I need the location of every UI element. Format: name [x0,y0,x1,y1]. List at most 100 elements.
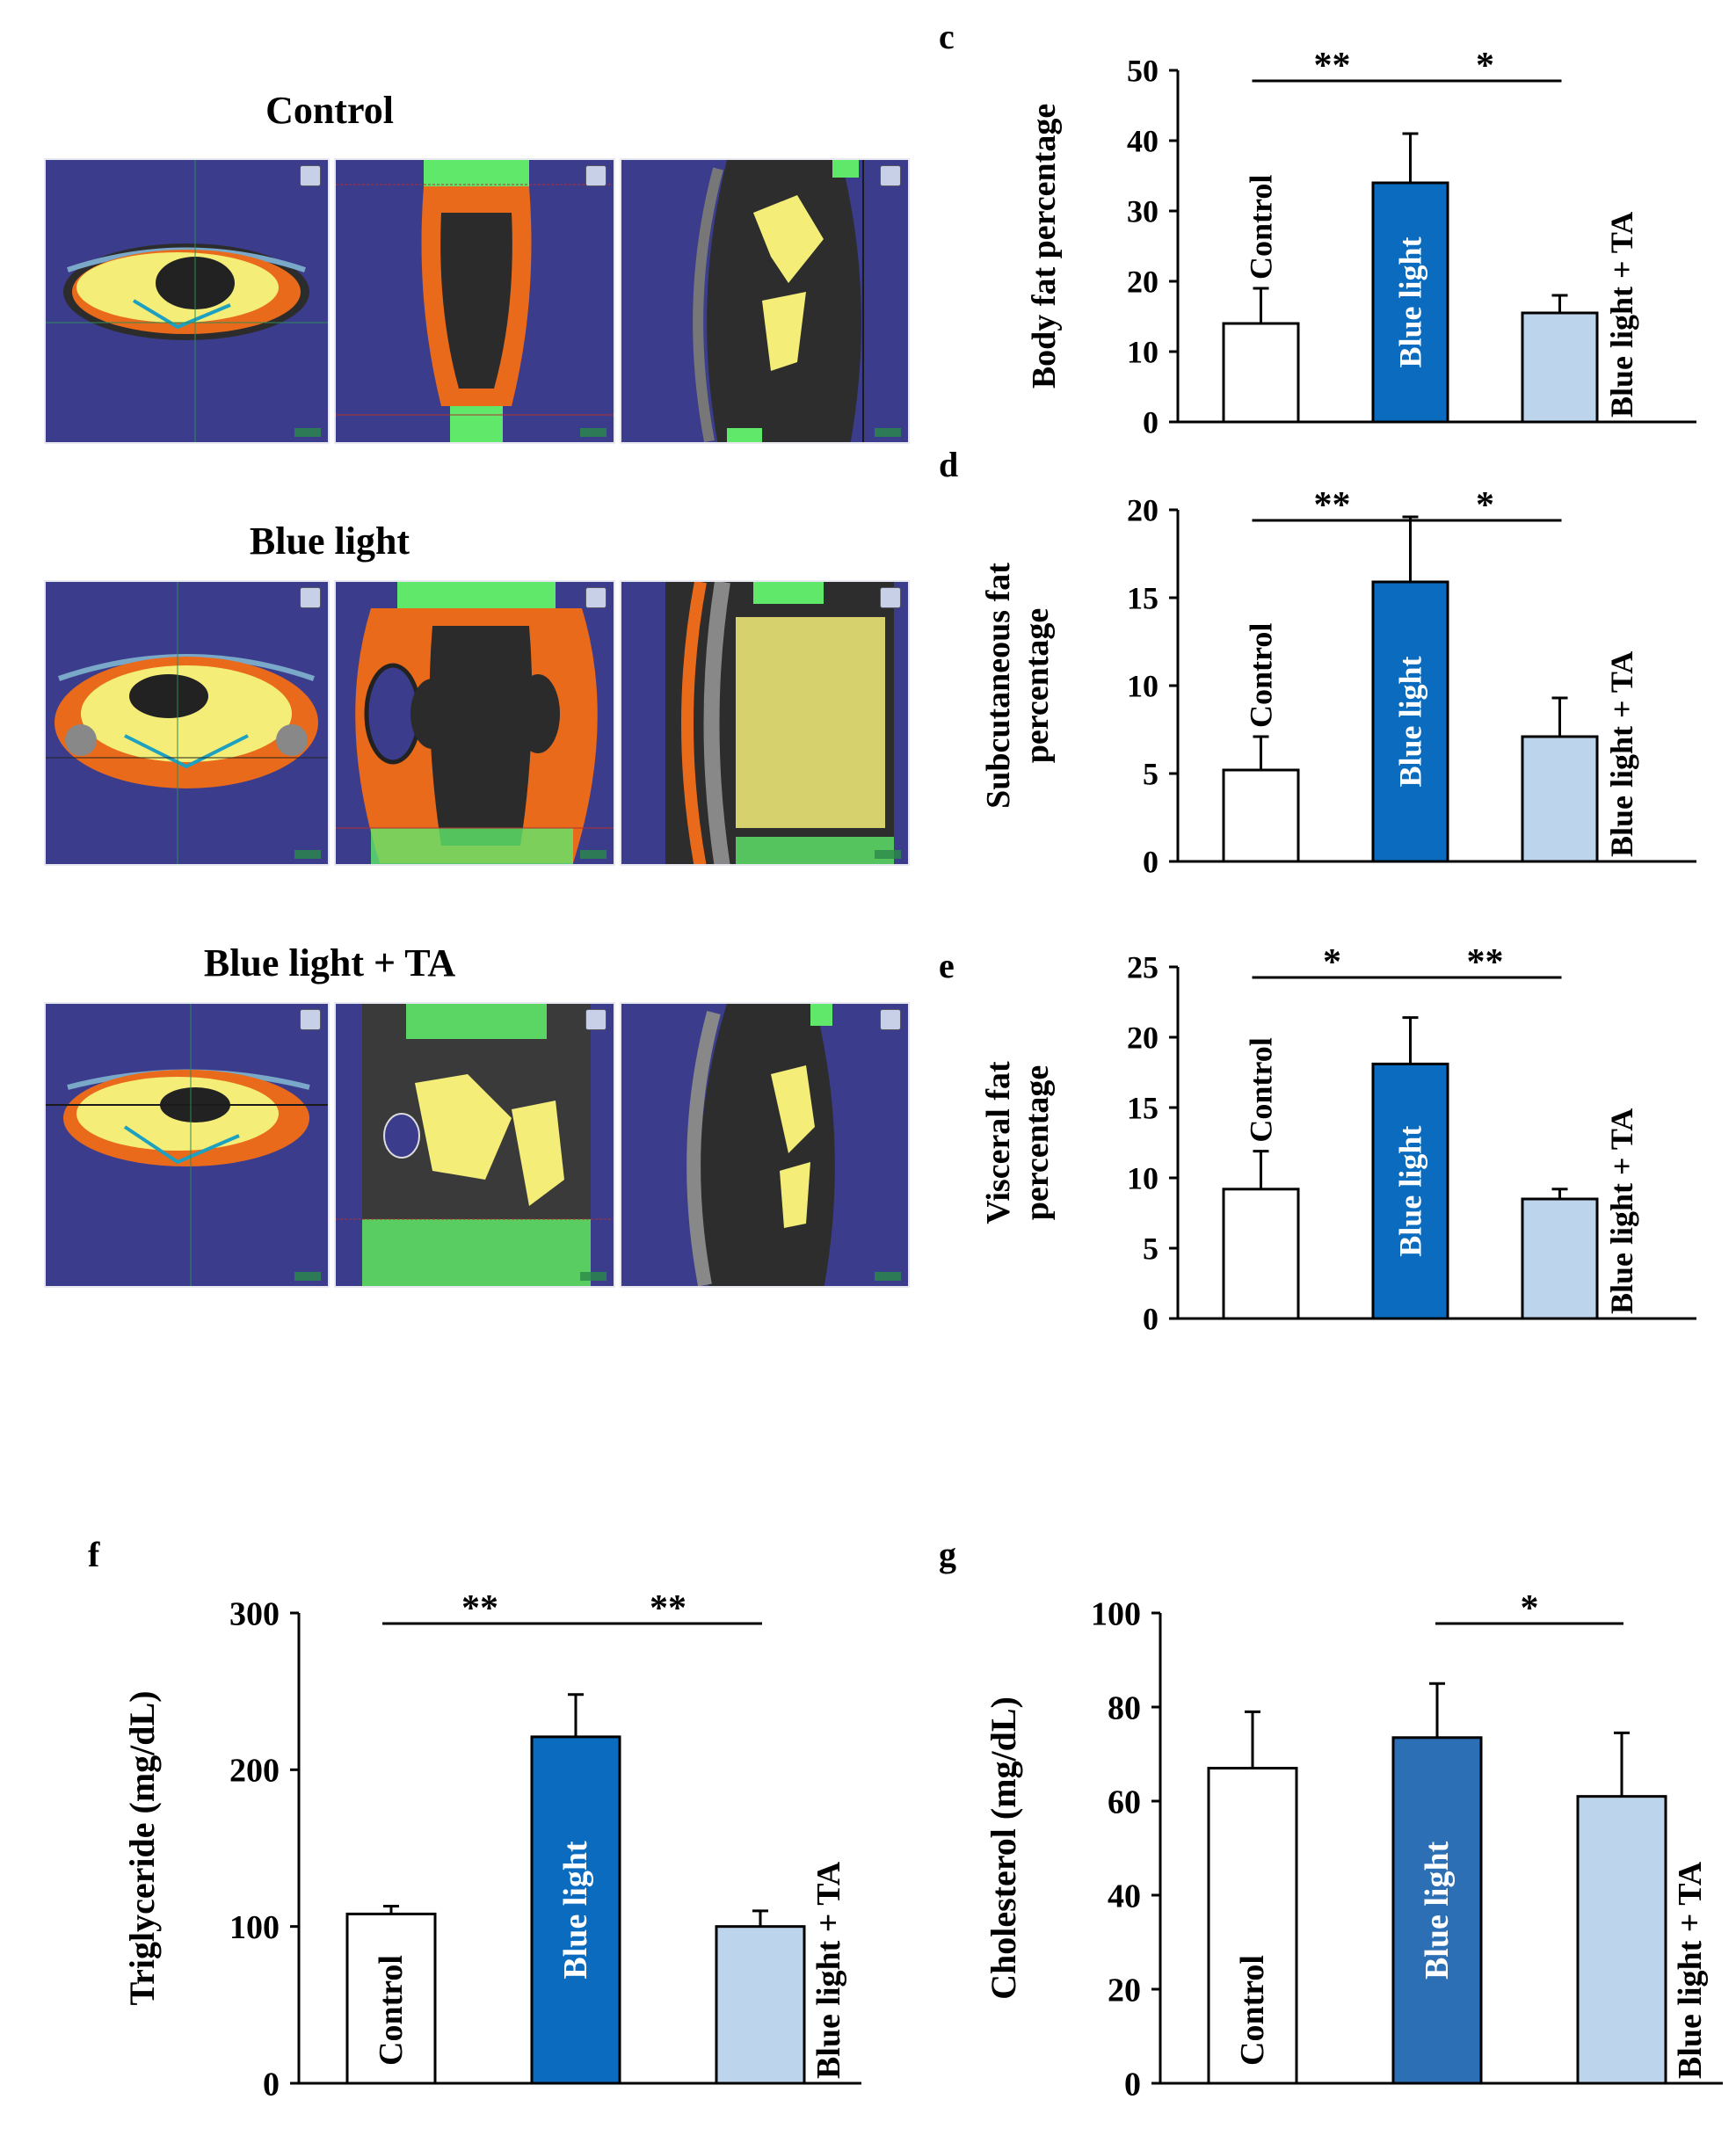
bar-control [1222,322,1300,424]
y-axis-label: Triglyceride (mg/dL) [122,1690,162,2005]
scan-coronal-blue-light [334,580,615,866]
bar-control [345,1912,437,2085]
category-label-blue-light-ta: Blue light + TA [810,1861,847,2079]
category-label-control: Control [1244,623,1279,728]
scale-label-mark [875,428,901,437]
chart-g: 0 20 40 60 80 100 Cholesterol (mg/dL) Control Bl… [984,1588,1723,2103]
significance-marker: * [1323,942,1341,983]
chart-e: 0 5 10 15 20 25 Visceral fat percentage Control B… [980,942,1696,1337]
bar-blue-light [1371,1062,1449,1320]
scale-label-mark [294,850,321,859]
y-tick-label: 40 [1127,124,1159,159]
category-label-blue-light-ta: Blue light + TA [1604,212,1639,418]
axial-slice-graphic [46,160,328,442]
chart-d: 0 5 10 15 20 Subcutaneous fat percentage Contro… [980,485,1696,880]
category-label-blue-light: Blue light [557,1841,594,1980]
y-tick-label: 15 [1127,581,1159,616]
scale-label-mark [294,1272,321,1281]
scan-title-control: Control [265,89,394,132]
scan-title-blue-light-ta: Blue light + TA [203,941,456,984]
y-tick-label: 20 [1127,265,1159,300]
y-tick-label: 0 [1143,405,1159,440]
scan-row-blue-light-ta [44,1002,910,1288]
chart-f: 0 100 200 300 Triglyceride (mg/dL) Control Blu… [122,1588,861,2103]
category-label-control: Control [1234,1955,1271,2066]
y-tick-label: 100 [1091,1595,1141,1632]
view-cube-icon [880,1009,901,1030]
panel-letter-f: f [88,1535,100,1574]
axial-slice-graphic [46,1004,328,1286]
category-label-blue-light-ta: Blue light + TA [1604,1108,1639,1314]
y-axis-label: Body fat percentage [1026,104,1063,389]
axial-slice-graphic [46,582,328,864]
bar-control [1207,1767,1298,2085]
y-axis-label: percentage [1019,608,1056,764]
category-label-blue-light: Blue light [1393,656,1428,787]
y-tick-label: 100 [229,1909,280,1946]
significance-marker: * [1476,485,1494,526]
view-cube-icon [300,1009,321,1030]
view-cube-icon [880,165,901,186]
scale-label-mark [294,428,321,437]
scan-sagittal-control [620,158,910,444]
y-tick-label: 0 [1143,845,1159,880]
y-tick-label: 0 [263,2066,280,2103]
y-tick-label: 20 [1108,1972,1141,2009]
y-tick-label: 60 [1108,1784,1141,1820]
y-tick-label: 25 [1127,950,1159,985]
scan-sagittal-blue-light-ta [620,1002,910,1288]
y-tick-label: 20 [1127,493,1159,528]
panel-letter-d: d [939,445,959,484]
sagittal-slice-graphic [693,160,864,442]
bar-control [1222,1188,1300,1320]
category-label-blue-light-ta: Blue light + TA [1672,1861,1709,2079]
y-tick-label: 10 [1127,335,1159,370]
significance-marker: ** [1314,485,1351,526]
y-tick-label: 5 [1143,757,1159,792]
scale-label-mark [875,1272,901,1281]
bar-blue-light [1371,580,1449,863]
y-tick-label: 200 [229,1753,280,1790]
view-cube-icon [585,165,607,186]
view-cube-icon [300,165,321,186]
view-cube-icon [300,587,321,608]
scan-coronal-blue-light-ta [334,1002,615,1288]
bar-blue-light [530,1735,621,2085]
view-cube-icon [585,587,607,608]
chart-c: 0 10 20 30 40 50 Body fat percentage Control Blu… [1026,46,1696,440]
y-tick-label: 40 [1108,1878,1141,1914]
y-tick-label: 10 [1127,669,1159,704]
category-label-blue-light-ta: Blue light + TA [1604,651,1639,857]
y-tick-label: 80 [1108,1689,1141,1726]
y-tick-label: 10 [1127,1161,1159,1196]
panel-letter-e: e [939,946,955,985]
scan-row-control [44,158,910,444]
y-tick-label: 20 [1127,1021,1159,1056]
scale-label-mark [580,850,607,859]
view-cube-icon [880,587,901,608]
bar-blue-light-ta [1521,311,1599,424]
sagittal-slice-graphic [665,582,894,864]
y-tick-label: 15 [1127,1091,1159,1126]
scale-label-mark [580,428,607,437]
category-label-blue-light: Blue light [1393,1126,1428,1257]
y-tick-label: 300 [229,1595,280,1632]
view-cube-icon [585,1009,607,1030]
significance-marker: * [1521,1588,1539,1629]
y-tick-label: 5 [1143,1231,1159,1267]
bar-blue-light-ta [1521,1197,1599,1320]
bar-blue-light-ta [715,1925,806,2085]
y-tick-label: 50 [1127,54,1159,89]
panel-letter-c: c [939,17,955,56]
coronal-slice-graphic [336,1004,614,1286]
scale-label-mark [580,1272,607,1281]
scan-title-blue-light: Blue light [249,519,410,563]
scan-row-blue-light [44,580,910,866]
scan-axial-control [44,158,330,444]
y-tick-label: 0 [1124,2066,1141,2103]
y-axis-label: Cholesterol (mg/dL) [984,1696,1023,2000]
scan-sagittal-blue-light [620,580,910,866]
coronal-slice-graphic [336,160,614,442]
category-label-blue-light: Blue light [1419,1841,1456,1980]
y-tick-label: 30 [1127,194,1159,229]
